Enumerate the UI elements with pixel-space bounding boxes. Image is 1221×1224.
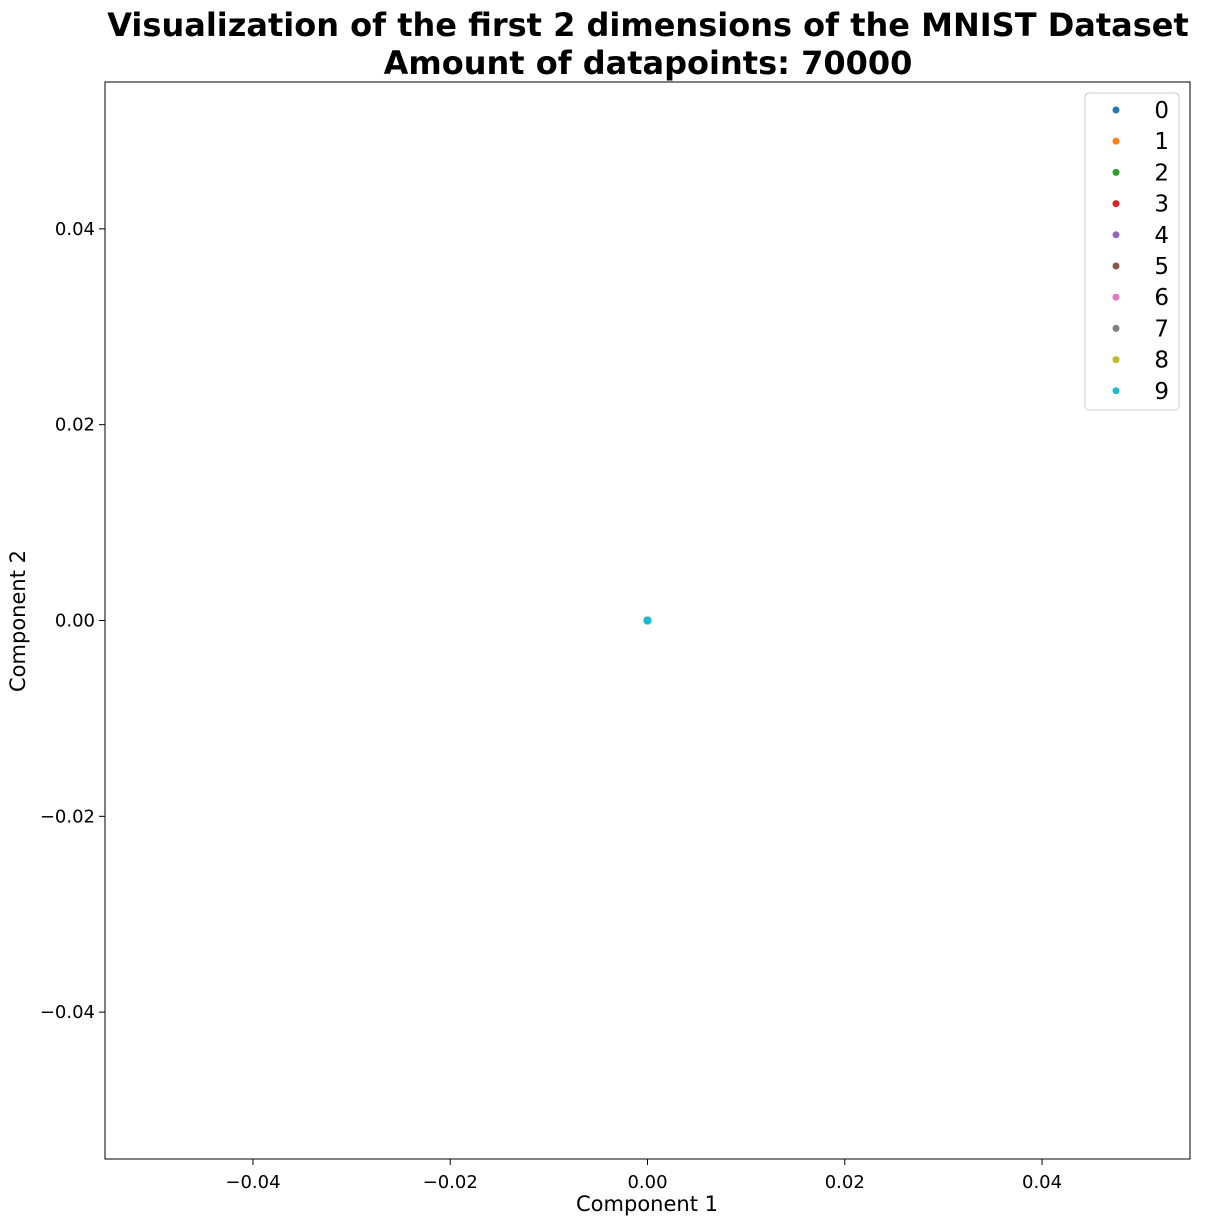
legend-marker-8 bbox=[1112, 356, 1120, 364]
y-axis: −0.04 −0.02 0.00 0.02 0.04 bbox=[40, 219, 105, 1023]
y-tick-label: 0.00 bbox=[55, 611, 95, 632]
legend-marker-4 bbox=[1112, 231, 1120, 239]
chart-subtitle: Amount of datapoints: 70000 bbox=[384, 44, 913, 82]
y-tick-label: 0.04 bbox=[55, 219, 95, 240]
x-tick-label: 0.00 bbox=[627, 1172, 667, 1193]
legend-label-2: 2 bbox=[1154, 160, 1169, 186]
x-axis-label: Component 1 bbox=[576, 1192, 718, 1216]
legend-label-3: 3 bbox=[1154, 192, 1169, 218]
y-axis-label: Component 2 bbox=[6, 550, 30, 692]
legend-label-4: 4 bbox=[1154, 223, 1169, 249]
legend-marker-7 bbox=[1112, 324, 1120, 332]
x-tick-label: −0.04 bbox=[225, 1172, 280, 1193]
legend-marker-6 bbox=[1112, 293, 1120, 301]
data-points bbox=[643, 616, 652, 625]
chart-title: Visualization of the first 2 dimensions … bbox=[107, 6, 1189, 44]
legend-marker-1 bbox=[1112, 137, 1120, 145]
legend-box bbox=[1084, 92, 1180, 411]
y-tick-label: −0.02 bbox=[40, 806, 95, 827]
y-tick-label: −0.04 bbox=[40, 1002, 95, 1023]
legend-label-8: 8 bbox=[1154, 348, 1169, 374]
legend-marker-0 bbox=[1112, 106, 1120, 114]
legend-marker-5 bbox=[1112, 262, 1120, 270]
data-point-9 bbox=[643, 616, 652, 625]
legend-label-7: 7 bbox=[1154, 316, 1169, 342]
legend-marker-9 bbox=[1112, 387, 1120, 395]
y-tick-label: 0.02 bbox=[55, 415, 95, 436]
legend-label-1: 1 bbox=[1154, 129, 1169, 155]
legend-label-5: 5 bbox=[1154, 254, 1169, 280]
x-tick-label: −0.02 bbox=[423, 1172, 478, 1193]
legend-label-0: 0 bbox=[1154, 98, 1169, 124]
x-axis: −0.04 −0.02 0.00 0.02 0.04 bbox=[225, 1159, 1062, 1193]
legend-marker-2 bbox=[1112, 168, 1120, 176]
legend-label-6: 6 bbox=[1154, 285, 1169, 311]
legend: 0 1 2 3 4 5 6 7 8 9 bbox=[1084, 92, 1180, 411]
legend-marker-3 bbox=[1112, 200, 1120, 208]
x-tick-label: 0.02 bbox=[825, 1172, 865, 1193]
x-tick-label: 0.04 bbox=[1022, 1172, 1062, 1193]
legend-label-9: 9 bbox=[1154, 379, 1169, 405]
